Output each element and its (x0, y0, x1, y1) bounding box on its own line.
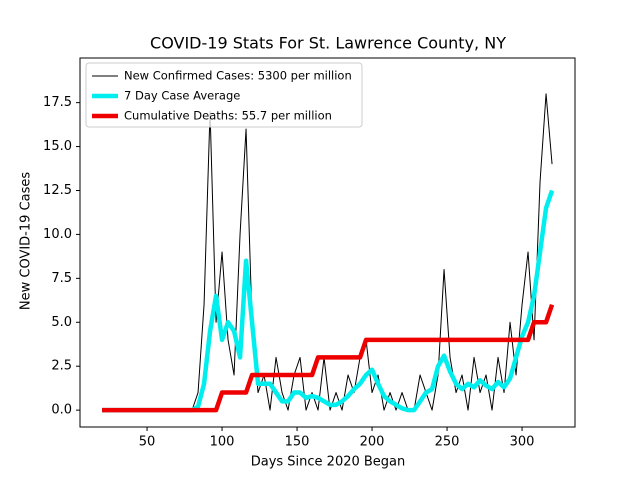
y-tick-label: 7.5 (51, 271, 72, 286)
series-line (102, 189, 555, 413)
legend-box (85, 62, 363, 128)
y-tick-label: 10.0 (43, 227, 72, 242)
series-line (102, 303, 555, 413)
x-axis-label: Days Since 2020 Began (251, 455, 406, 470)
legend-label: 7 Day Case Average (124, 89, 240, 103)
legend-label: New Confirmed Cases: 5300 per million (124, 69, 352, 83)
y-tick-label: 12.5 (43, 183, 72, 198)
x-tick-label: 100 (210, 435, 235, 450)
x-tick-label: 300 (510, 435, 535, 450)
y-tick-label: 15.0 (43, 139, 72, 154)
series-line (102, 93, 553, 411)
legend: New Confirmed Cases: 5300 per million 7 D… (85, 62, 363, 128)
y-tick-label: 0.0 (51, 403, 72, 418)
y-tick-label: 2.5 (51, 359, 72, 374)
legend-label: Cumulative Deaths: 55.7 per million (124, 109, 332, 123)
y-tick-label: 17.5 (43, 95, 72, 110)
x-tick-label: 200 (360, 435, 385, 450)
y-tick-label: 5.0 (51, 315, 72, 330)
plot-frame (79, 57, 576, 428)
x-tick-label: 150 (285, 435, 310, 450)
chart-title: COVID-19 Stats For St. Lawrence County, … (150, 34, 506, 53)
x-tick-label: 50 (139, 435, 156, 450)
x-tick-label: 250 (435, 435, 460, 450)
y-axis-label: New COVID-19 Cases (19, 172, 34, 310)
